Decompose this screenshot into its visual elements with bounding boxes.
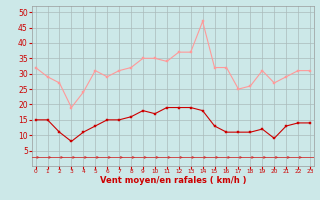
X-axis label: Vent moyen/en rafales ( km/h ): Vent moyen/en rafales ( km/h ) xyxy=(100,176,246,185)
